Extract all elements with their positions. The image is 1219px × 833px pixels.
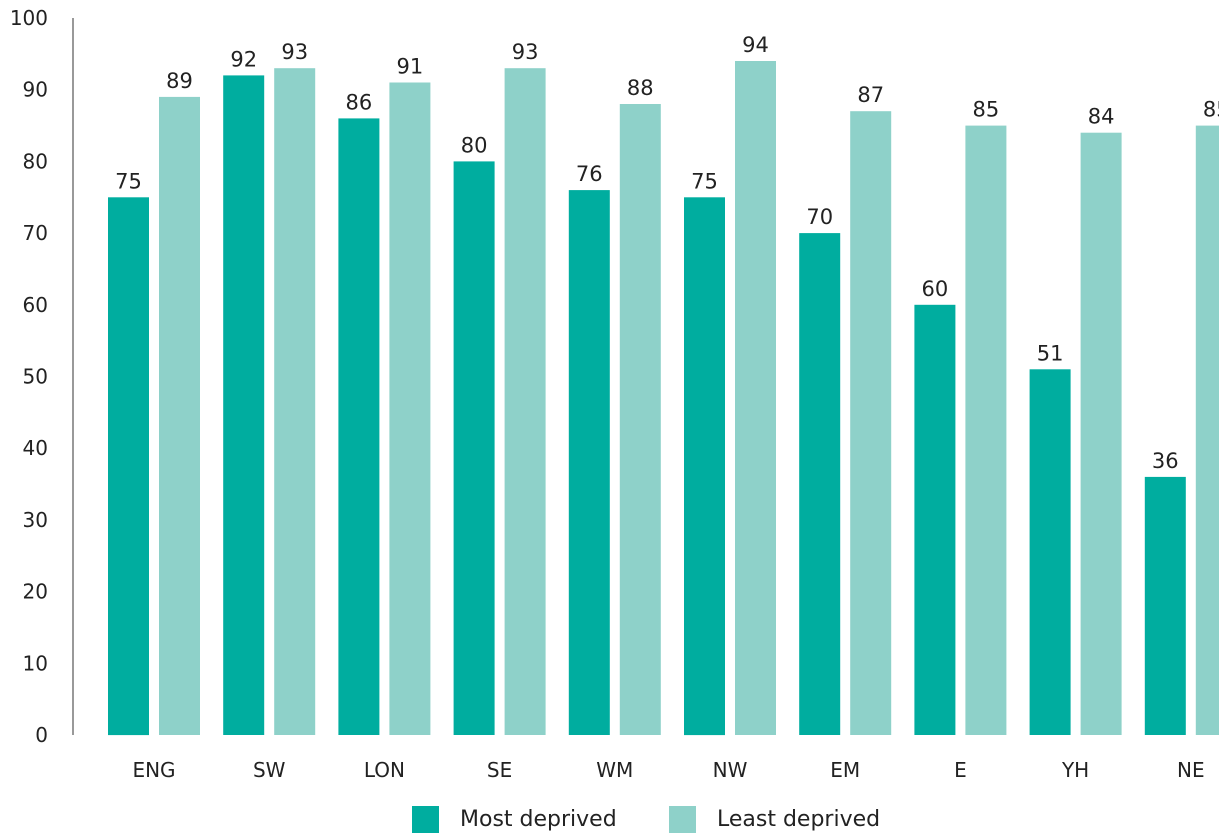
bar-least-deprived — [850, 111, 892, 735]
bar-most-deprived — [108, 197, 149, 736]
y-tick-label: 10 — [23, 651, 48, 675]
legend-label-most-deprived: Most deprived — [460, 806, 617, 832]
x-tick-label: WM — [596, 758, 633, 782]
x-tick-label: NE — [1177, 758, 1205, 782]
data-label: 80 — [461, 133, 488, 157]
data-label: 36 — [1152, 449, 1179, 473]
data-labels: 75 89 92 93 86 91 80 93 76 88 75 94 70 87 60 85 51 84 36 85 — [115, 33, 1219, 473]
x-axis-categories: ENG SW LON SE WM NW EM E YH NE — [132, 758, 1204, 782]
y-tick-label: 40 — [23, 436, 48, 460]
bar-most-deprived — [223, 75, 265, 735]
bar-most-deprived — [914, 304, 956, 735]
data-label: 87 — [857, 83, 884, 107]
y-axis-ticks: 0 10 20 30 40 50 60 70 80 90 100 — [10, 6, 48, 747]
data-label: 93 — [512, 40, 539, 64]
data-label: 75 — [691, 169, 718, 193]
x-tick-label: EM — [830, 758, 860, 782]
legend-item-least-deprived: Least deprived — [669, 806, 880, 833]
y-tick-label: 100 — [10, 6, 48, 30]
y-tick-label: 70 — [23, 221, 48, 245]
bar-most-deprived — [1144, 476, 1186, 735]
bar-least-deprived — [274, 68, 316, 735]
bars — [108, 61, 1219, 736]
y-tick-label: 60 — [23, 293, 48, 317]
data-label: 60 — [922, 277, 949, 301]
bar-least-deprived — [965, 125, 1007, 736]
data-label: 93 — [281, 40, 308, 64]
legend-swatch-least-deprived — [669, 806, 696, 833]
y-tick-label: 80 — [23, 149, 48, 173]
x-tick-label: ENG — [132, 758, 175, 782]
legend-item-most-deprived: Most deprived — [412, 806, 617, 833]
y-tick-label: 0 — [35, 723, 48, 747]
data-label: 85 — [973, 98, 1000, 122]
bar-most-deprived — [684, 197, 725, 736]
bar-most-deprived — [338, 118, 380, 735]
data-label: 88 — [627, 76, 654, 100]
bar-most-deprived — [1029, 369, 1071, 735]
data-label: 75 — [115, 169, 142, 193]
legend-label-least-deprived: Least deprived — [717, 806, 881, 832]
data-label: 85 — [1203, 98, 1219, 122]
data-label: 91 — [397, 55, 424, 79]
data-label: 89 — [166, 69, 193, 93]
bar-most-deprived — [453, 161, 495, 735]
bar-most-deprived — [799, 233, 841, 735]
x-tick-label: SE — [487, 758, 512, 782]
bar-least-deprived — [735, 61, 776, 735]
bar-most-deprived — [568, 190, 610, 736]
data-label: 86 — [346, 90, 373, 114]
x-tick-label: LON — [364, 758, 405, 782]
y-tick-label: 20 — [23, 580, 48, 604]
data-label: 70 — [806, 205, 833, 229]
data-label: 92 — [230, 47, 257, 71]
y-tick-label: 30 — [23, 508, 48, 532]
data-label: 76 — [576, 162, 603, 186]
bar-least-deprived — [159, 96, 200, 735]
y-tick-label: 50 — [23, 365, 48, 389]
x-tick-label: YH — [1061, 758, 1089, 782]
bar-least-deprived — [504, 68, 546, 735]
y-tick-label: 90 — [23, 78, 48, 102]
data-label: 94 — [742, 33, 769, 57]
legend: Most deprived Least deprived — [0, 806, 1219, 833]
x-tick-label: E — [954, 758, 967, 782]
bar-least-deprived — [619, 104, 661, 735]
bar-least-deprived — [389, 82, 431, 735]
bar-least-deprived — [1195, 125, 1219, 736]
data-label: 51 — [1037, 341, 1064, 365]
legend-swatch-most-deprived — [412, 806, 439, 833]
x-tick-label: SW — [253, 758, 286, 782]
bar-least-deprived — [1080, 132, 1122, 735]
data-label: 84 — [1088, 105, 1115, 129]
x-tick-label: NW — [713, 758, 748, 782]
